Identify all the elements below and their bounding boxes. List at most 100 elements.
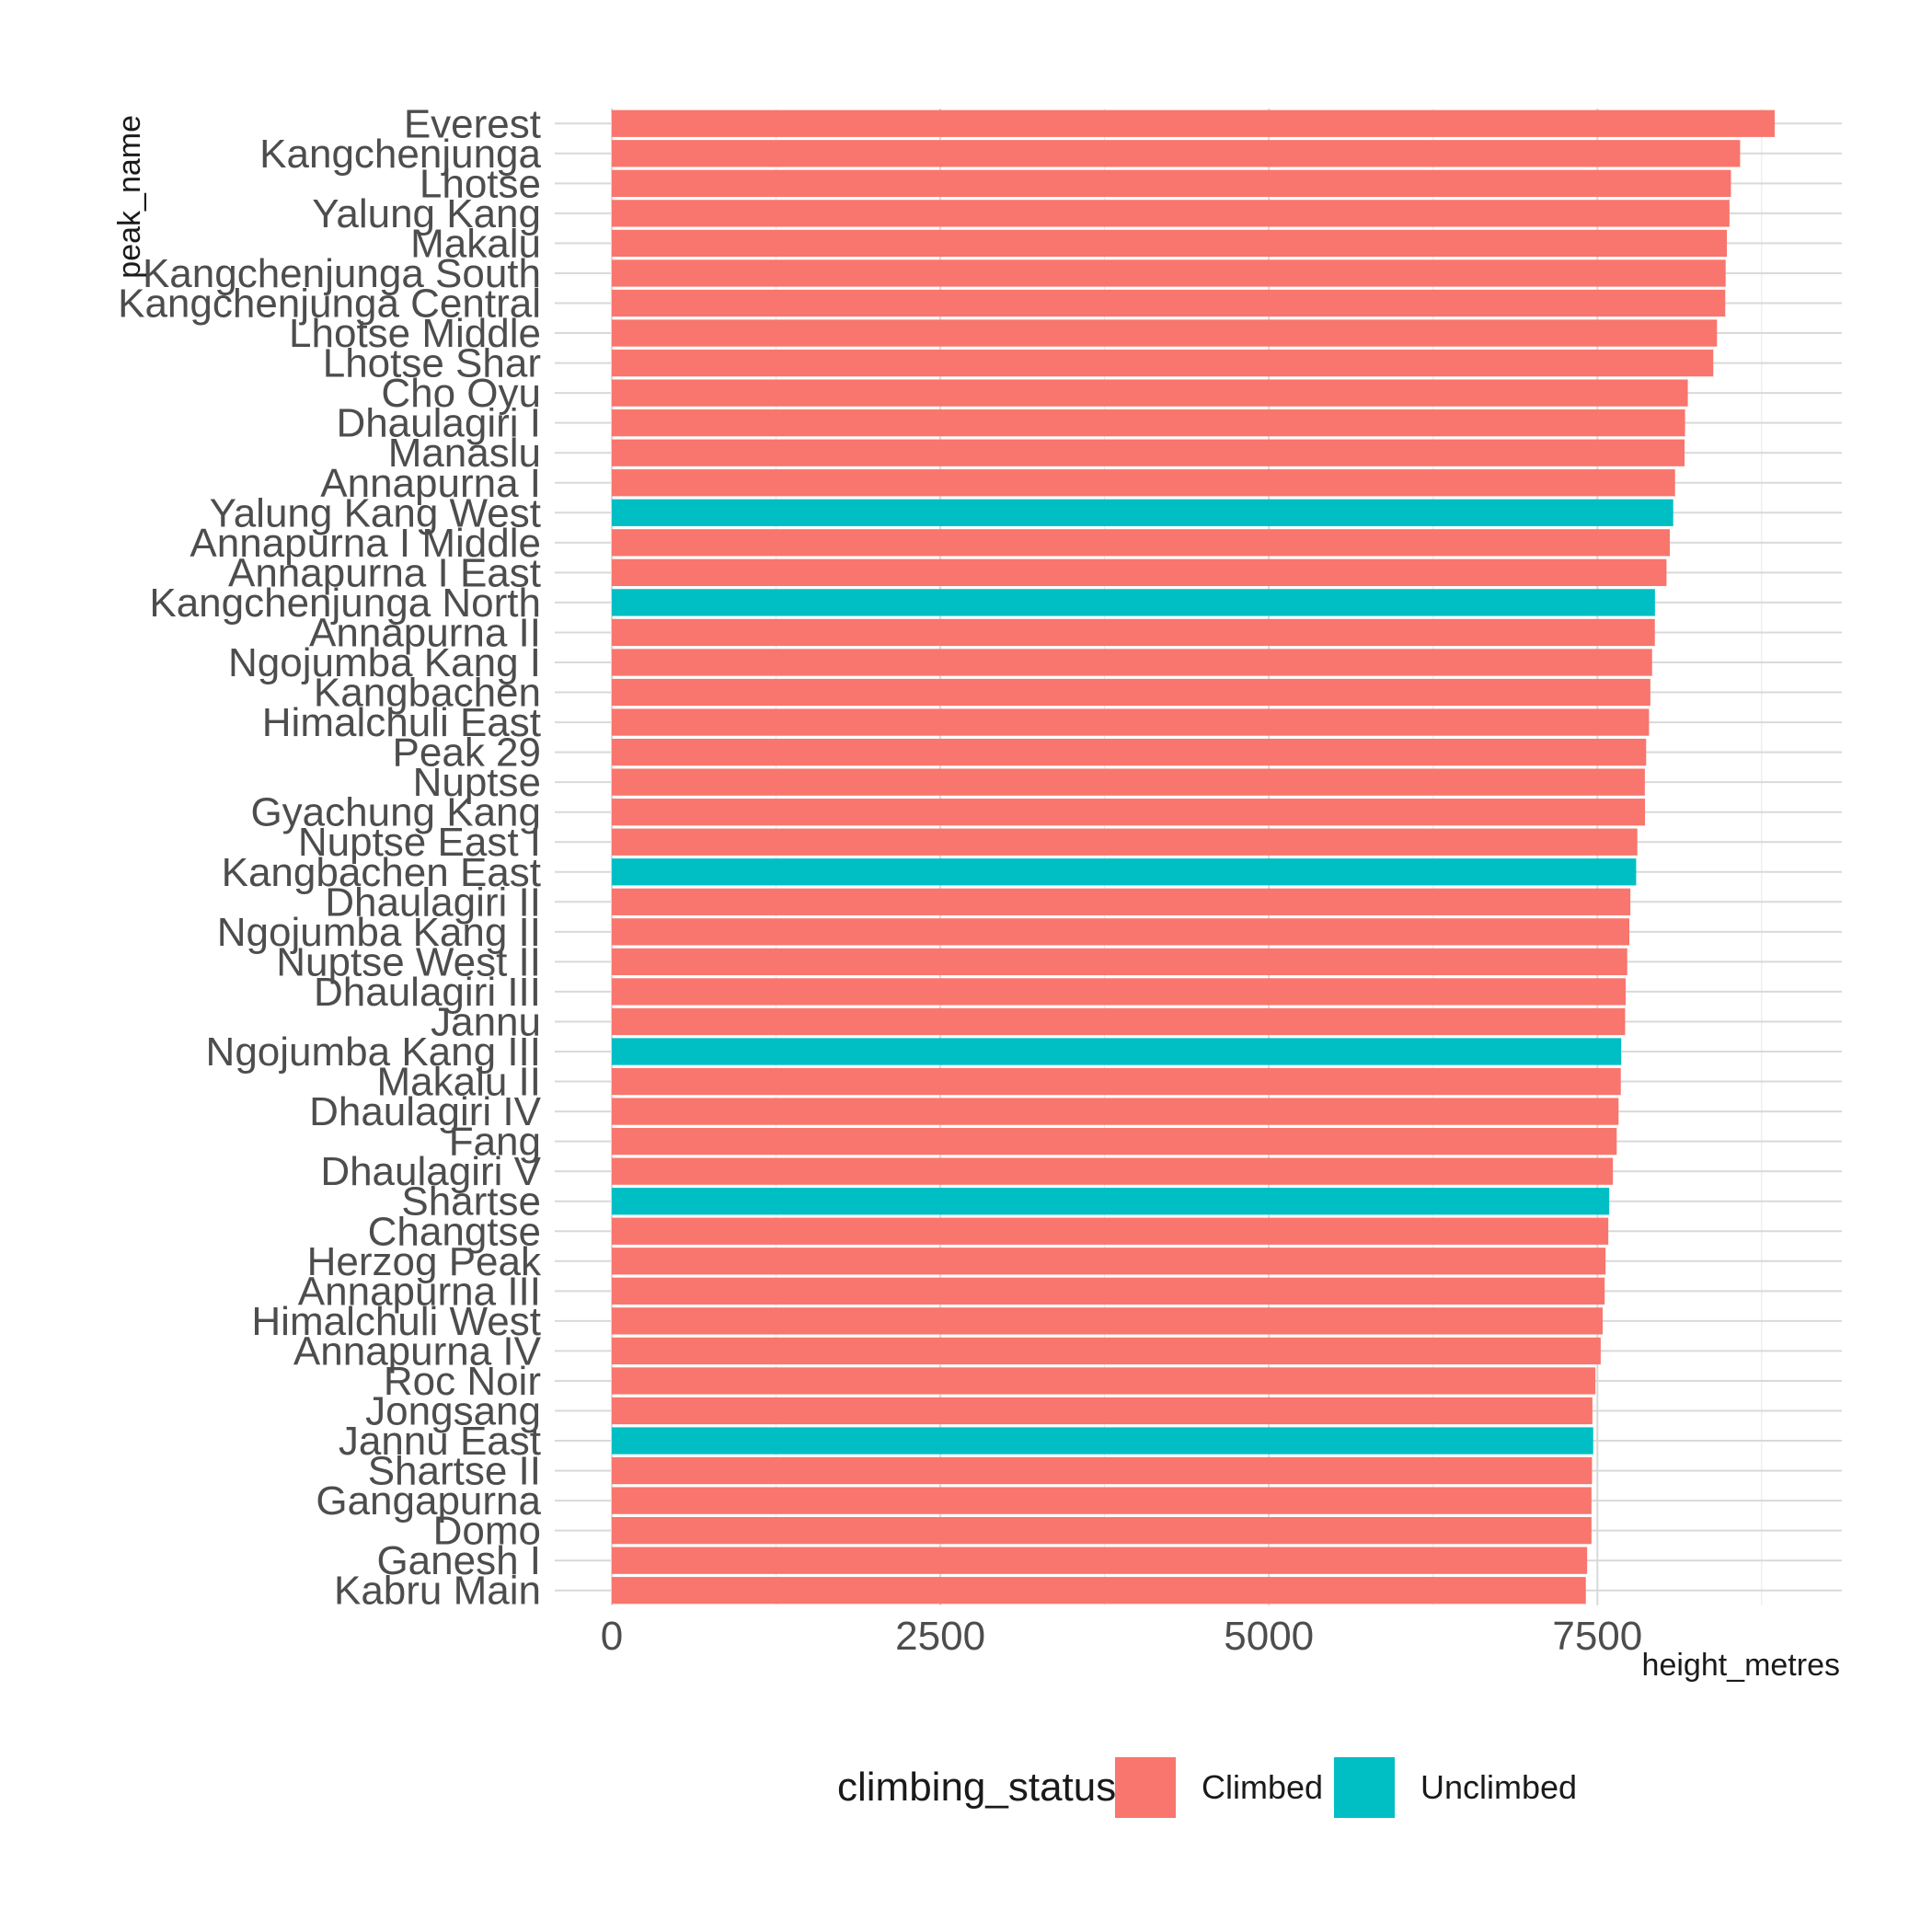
- y-tick-label: Shartse II: [368, 1449, 541, 1494]
- bar-cho-oyu: [612, 379, 1688, 407]
- y-tick-label: Ngojumba Kang I: [228, 640, 541, 685]
- bar-annapurna-iii: [612, 1277, 1605, 1305]
- y-tick-label: Kangchenjunga: [259, 132, 541, 177]
- y-tick-label: Jannu East: [339, 1419, 541, 1464]
- y-tick-label: Dhaulagiri III: [314, 970, 541, 1015]
- y-tick-label: Peak 29: [393, 730, 541, 776]
- legend-label-unclimbed: Unclimbed: [1420, 1768, 1577, 1806]
- y-tick-label: Kangbachen: [314, 671, 541, 716]
- bar-dhaulagiri-iii: [612, 978, 1627, 1006]
- y-tick-label: Himalchuli West: [251, 1299, 541, 1344]
- y-tick-label: Makalu II: [376, 1060, 541, 1105]
- bar-lhotse-middle: [612, 319, 1718, 347]
- bar-lhotse-shar: [612, 349, 1714, 377]
- bar-peak-29: [612, 738, 1647, 766]
- bar-everest: [612, 109, 1775, 137]
- bar-dhaulagiri-iv: [612, 1098, 1619, 1125]
- y-tick-label: Roc Noir: [384, 1359, 541, 1404]
- y-tick-label: Makalu: [410, 221, 541, 266]
- bar-dhaulagiri-ii: [612, 888, 1631, 915]
- x-tick-labels: 0 2500 5000 7500: [601, 1614, 1642, 1659]
- bar-ngojumba-kang-iii: [612, 1038, 1622, 1065]
- bar-nuptse-west-ii: [612, 948, 1627, 976]
- y-tick-label: Himalchuli East: [262, 700, 541, 745]
- y-tick-label: Domo: [433, 1509, 541, 1554]
- bar-annapurna-iv: [612, 1337, 1601, 1365]
- y-tick-label: Annapurna I East: [228, 550, 541, 595]
- y-tick-label: Nuptse East I: [298, 820, 541, 865]
- bar-herzog-peak: [612, 1248, 1606, 1275]
- bar-kangchenjunga-central: [612, 289, 1726, 317]
- bar-yalung-kang: [612, 200, 1730, 227]
- legend-title: climbing_status: [837, 1765, 1116, 1810]
- legend-swatch-unclimbed: [1334, 1757, 1395, 1818]
- y-tick-label: Kangchenjunga South: [143, 251, 541, 296]
- y-tick-label: Jongsang: [365, 1388, 541, 1433]
- bar-nuptse: [612, 768, 1645, 796]
- y-tick-label: Lhotse Middle: [289, 311, 541, 356]
- y-tick-label: Lhotse Shar: [323, 341, 541, 386]
- bar-ngojumba-kang-ii: [612, 918, 1630, 946]
- y-tick-label: Yalung Kang: [312, 191, 541, 236]
- y-tick-label: Annapurna I Middle: [190, 521, 541, 566]
- bar-himalchuli-east: [612, 708, 1650, 736]
- legend-label-climbed: Climbed: [1202, 1768, 1323, 1806]
- y-tick-label: Kangchenjunga Central: [118, 282, 541, 327]
- bar-annapurna-i-east: [612, 558, 1667, 587]
- y-tick-label: Manaslu: [388, 431, 541, 476]
- y-tick-label: Yalung Kang West: [210, 490, 541, 535]
- y-tick-label: Ngojumba Kang III: [206, 1029, 541, 1075]
- bar-layer: [612, 109, 1775, 1604]
- y-tick-label: Annapurna IV: [293, 1328, 542, 1374]
- bar-manaslu: [612, 439, 1685, 466]
- y-axis-title: peak_name: [112, 115, 147, 279]
- bar-kangchenjunga-south: [612, 259, 1726, 287]
- y-tick-label: Annapurna II: [309, 610, 541, 655]
- y-tick-label: Nuptse: [413, 760, 541, 805]
- bar-domo: [612, 1517, 1592, 1545]
- bar-dhaulagiri-v: [612, 1157, 1614, 1185]
- bar-gyachung-kang: [612, 799, 1646, 826]
- x-tick-label: 7500: [1552, 1614, 1642, 1659]
- bar-roc-noir: [612, 1367, 1596, 1395]
- x-tick-label: 2500: [895, 1614, 985, 1659]
- y-tick-label: Dhaulagiri II: [325, 880, 541, 925]
- x-axis-title: height_metres: [1642, 1648, 1840, 1683]
- y-tick-label: Ngojumba Kang II: [217, 910, 541, 955]
- y-tick-label: Kangchenjunga North: [149, 581, 541, 626]
- y-tick-label: Nuptse West II: [276, 939, 541, 984]
- bar-gangapurna: [612, 1487, 1592, 1514]
- bar-kangchenjunga: [612, 140, 1741, 167]
- y-tick-label: Kabru Main: [334, 1569, 541, 1614]
- y-tick-label: Jannu: [431, 999, 541, 1044]
- bar-kabru-main: [612, 1577, 1586, 1604]
- y-tick-label: Annapurna I: [320, 461, 541, 506]
- y-tick-label: Fang: [449, 1120, 541, 1165]
- y-tick-label: Cho Oyu: [381, 371, 541, 416]
- y-tick-label: Lhotse: [420, 161, 541, 206]
- bar-makalu: [612, 229, 1728, 258]
- y-tick-label: Dhaulagiri IV: [309, 1089, 542, 1134]
- legend-swatch-climbed: [1115, 1757, 1176, 1818]
- y-tick-label: Herzog Peak: [307, 1239, 542, 1284]
- bar-jongsang: [612, 1397, 1593, 1425]
- x-tick-label: 5000: [1224, 1614, 1314, 1659]
- y-tick-label: Shartse: [401, 1179, 541, 1225]
- bar-annapurna-ii: [612, 618, 1655, 647]
- bar-yalung-kang-west: [612, 499, 1673, 526]
- legend: climbing_status Climbed Unclimbed: [837, 1757, 1577, 1818]
- y-tick-label: Everest: [404, 101, 541, 146]
- y-tick-label: Dhaulagiri V: [320, 1149, 541, 1194]
- x-tick-label: 0: [601, 1614, 623, 1659]
- bar-ngojumba-kang-i: [612, 649, 1652, 676]
- bar-shartse: [612, 1188, 1610, 1215]
- bar-annapurna-i-middle: [612, 529, 1671, 557]
- y-tick-label: Changtse: [368, 1209, 541, 1254]
- y-tick-label: Annapurna III: [298, 1269, 541, 1314]
- bar-himalchuli-west: [612, 1307, 1604, 1335]
- bar-kangchenjunga-north: [612, 589, 1655, 616]
- bar-kangbachen: [612, 678, 1650, 707]
